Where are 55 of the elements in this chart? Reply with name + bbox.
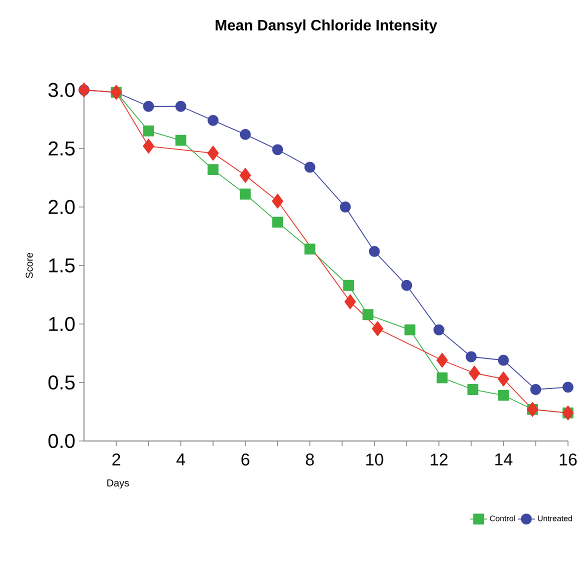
point [304, 162, 316, 173]
point [468, 366, 480, 381]
point [404, 324, 416, 336]
x-tick-label: 12 [430, 454, 448, 466]
y-tick-label: 0.0 [48, 434, 75, 448]
y-tick-label: 0.5 [48, 375, 75, 390]
point [467, 384, 478, 395]
point [208, 164, 219, 175]
y-tick-label: 2.0 [48, 200, 75, 214]
point [142, 138, 154, 154]
point [175, 100, 186, 112]
point [143, 125, 154, 136]
point [498, 390, 509, 401]
point [498, 372, 510, 386]
y-tick-label: 3.0 [48, 82, 75, 98]
y-tick-label: 1.0 [49, 316, 75, 332]
point [362, 309, 374, 320]
point [368, 246, 380, 257]
point [272, 144, 284, 156]
x-tick-label: 8 [306, 454, 314, 466]
point [272, 216, 284, 228]
x-tick-label: 2 [112, 454, 120, 466]
point [340, 202, 351, 212]
point [401, 280, 412, 291]
point [208, 114, 219, 126]
y-axis-title: Score [26, 252, 33, 278]
x-tick-label: 16 [560, 454, 577, 466]
legend-label: Control [490, 515, 515, 522]
point [240, 129, 251, 140]
point [143, 100, 154, 112]
y-tick-label: 1.5 [49, 258, 75, 272]
x-tick-label: 14 [495, 454, 512, 466]
point [343, 280, 354, 291]
x-tick-label: 6 [241, 454, 250, 466]
point [562, 382, 574, 393]
point [466, 351, 477, 362]
x-axis-title: Days [107, 480, 129, 488]
point [372, 321, 384, 336]
point [436, 352, 448, 368]
point [436, 372, 448, 384]
point [272, 194, 284, 209]
point [240, 188, 251, 200]
legend-label: Untreated [538, 515, 572, 522]
chart-title: Mean Dansyl Chloride Intensity [216, 19, 438, 34]
x-tick-label: 10 [366, 454, 384, 466]
x-tick-label: 4 [176, 454, 186, 466]
point [175, 134, 186, 146]
y-tick-label: 2.5 [48, 141, 75, 156]
point [304, 244, 316, 255]
point [433, 324, 444, 336]
point [344, 294, 356, 310]
point [498, 354, 509, 366]
point [240, 168, 252, 183]
point [530, 384, 542, 395]
point [207, 146, 219, 161]
